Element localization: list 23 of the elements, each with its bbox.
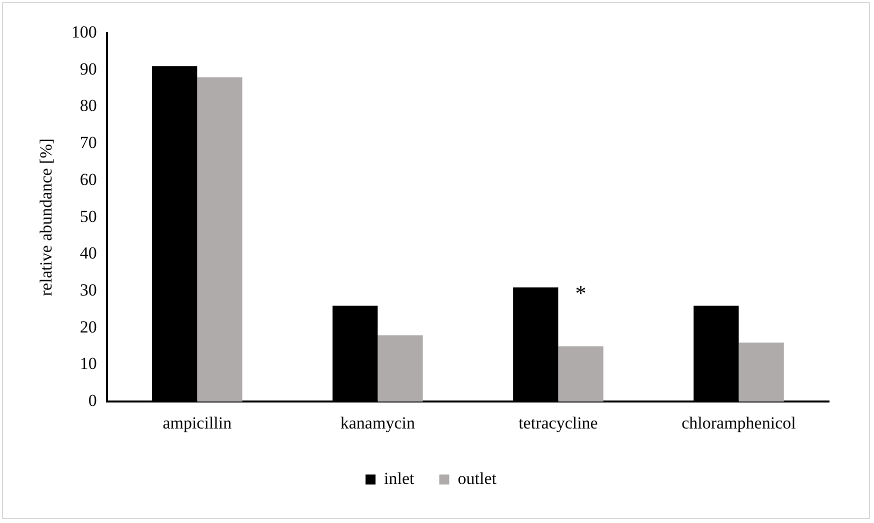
legend-label: outlet xyxy=(458,468,497,488)
x-tick-label: ampicillin xyxy=(162,413,232,432)
annotation: * xyxy=(575,280,586,306)
legend-label: inlet xyxy=(384,468,415,488)
bar xyxy=(197,77,242,402)
y-tick-label: 90 xyxy=(80,59,97,78)
y-tick-label: 50 xyxy=(80,206,97,226)
y-tick-label: 70 xyxy=(80,133,97,152)
bar xyxy=(558,346,604,402)
y-tick-label: 0 xyxy=(88,391,97,410)
x-tick-label: kanamycin xyxy=(340,413,416,432)
y-tick-label: 30 xyxy=(80,280,97,300)
y-tick-label: 60 xyxy=(80,170,97,189)
bar xyxy=(378,335,423,402)
x-tick-label: chloramphenicol xyxy=(682,413,796,432)
y-tick-label: 100 xyxy=(71,22,97,42)
y-tick-label: 40 xyxy=(80,244,97,263)
x-tick-label: tetracycline xyxy=(518,413,598,432)
y-tick-label: 20 xyxy=(80,317,97,336)
y-tick-label: 10 xyxy=(80,354,97,374)
y-tick-label: 80 xyxy=(80,96,97,116)
y-axis-title: relative abundance [%] xyxy=(36,138,56,296)
bar xyxy=(738,342,784,402)
